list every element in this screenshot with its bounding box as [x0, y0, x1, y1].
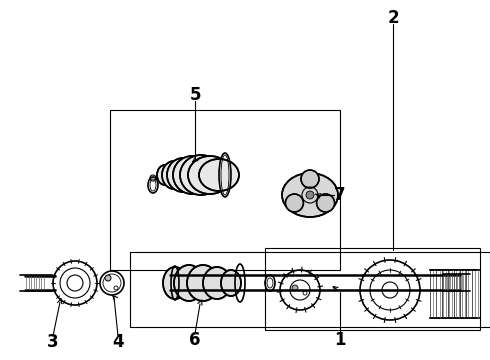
Ellipse shape: [282, 173, 338, 217]
Ellipse shape: [157, 165, 173, 185]
Ellipse shape: [188, 156, 232, 194]
Text: 5: 5: [189, 86, 201, 104]
Ellipse shape: [173, 156, 211, 194]
Ellipse shape: [301, 170, 319, 188]
Ellipse shape: [285, 194, 303, 212]
Circle shape: [306, 191, 314, 199]
Circle shape: [292, 285, 298, 291]
Ellipse shape: [317, 194, 335, 212]
Bar: [130, 252, 490, 327]
Ellipse shape: [167, 158, 199, 192]
Ellipse shape: [174, 265, 204, 301]
Ellipse shape: [187, 265, 219, 301]
Text: 1: 1: [334, 331, 346, 349]
Bar: [110, 110, 340, 270]
Text: 3: 3: [47, 333, 59, 351]
Ellipse shape: [162, 161, 186, 189]
Bar: [265, 248, 480, 330]
Circle shape: [105, 275, 111, 281]
Ellipse shape: [180, 155, 222, 195]
Ellipse shape: [221, 270, 241, 296]
Text: 2: 2: [387, 9, 399, 27]
Text: 4: 4: [112, 333, 124, 351]
Ellipse shape: [199, 159, 239, 191]
Text: 6: 6: [189, 331, 201, 349]
Ellipse shape: [163, 267, 187, 299]
Text: 7: 7: [334, 186, 346, 204]
Ellipse shape: [203, 267, 231, 299]
